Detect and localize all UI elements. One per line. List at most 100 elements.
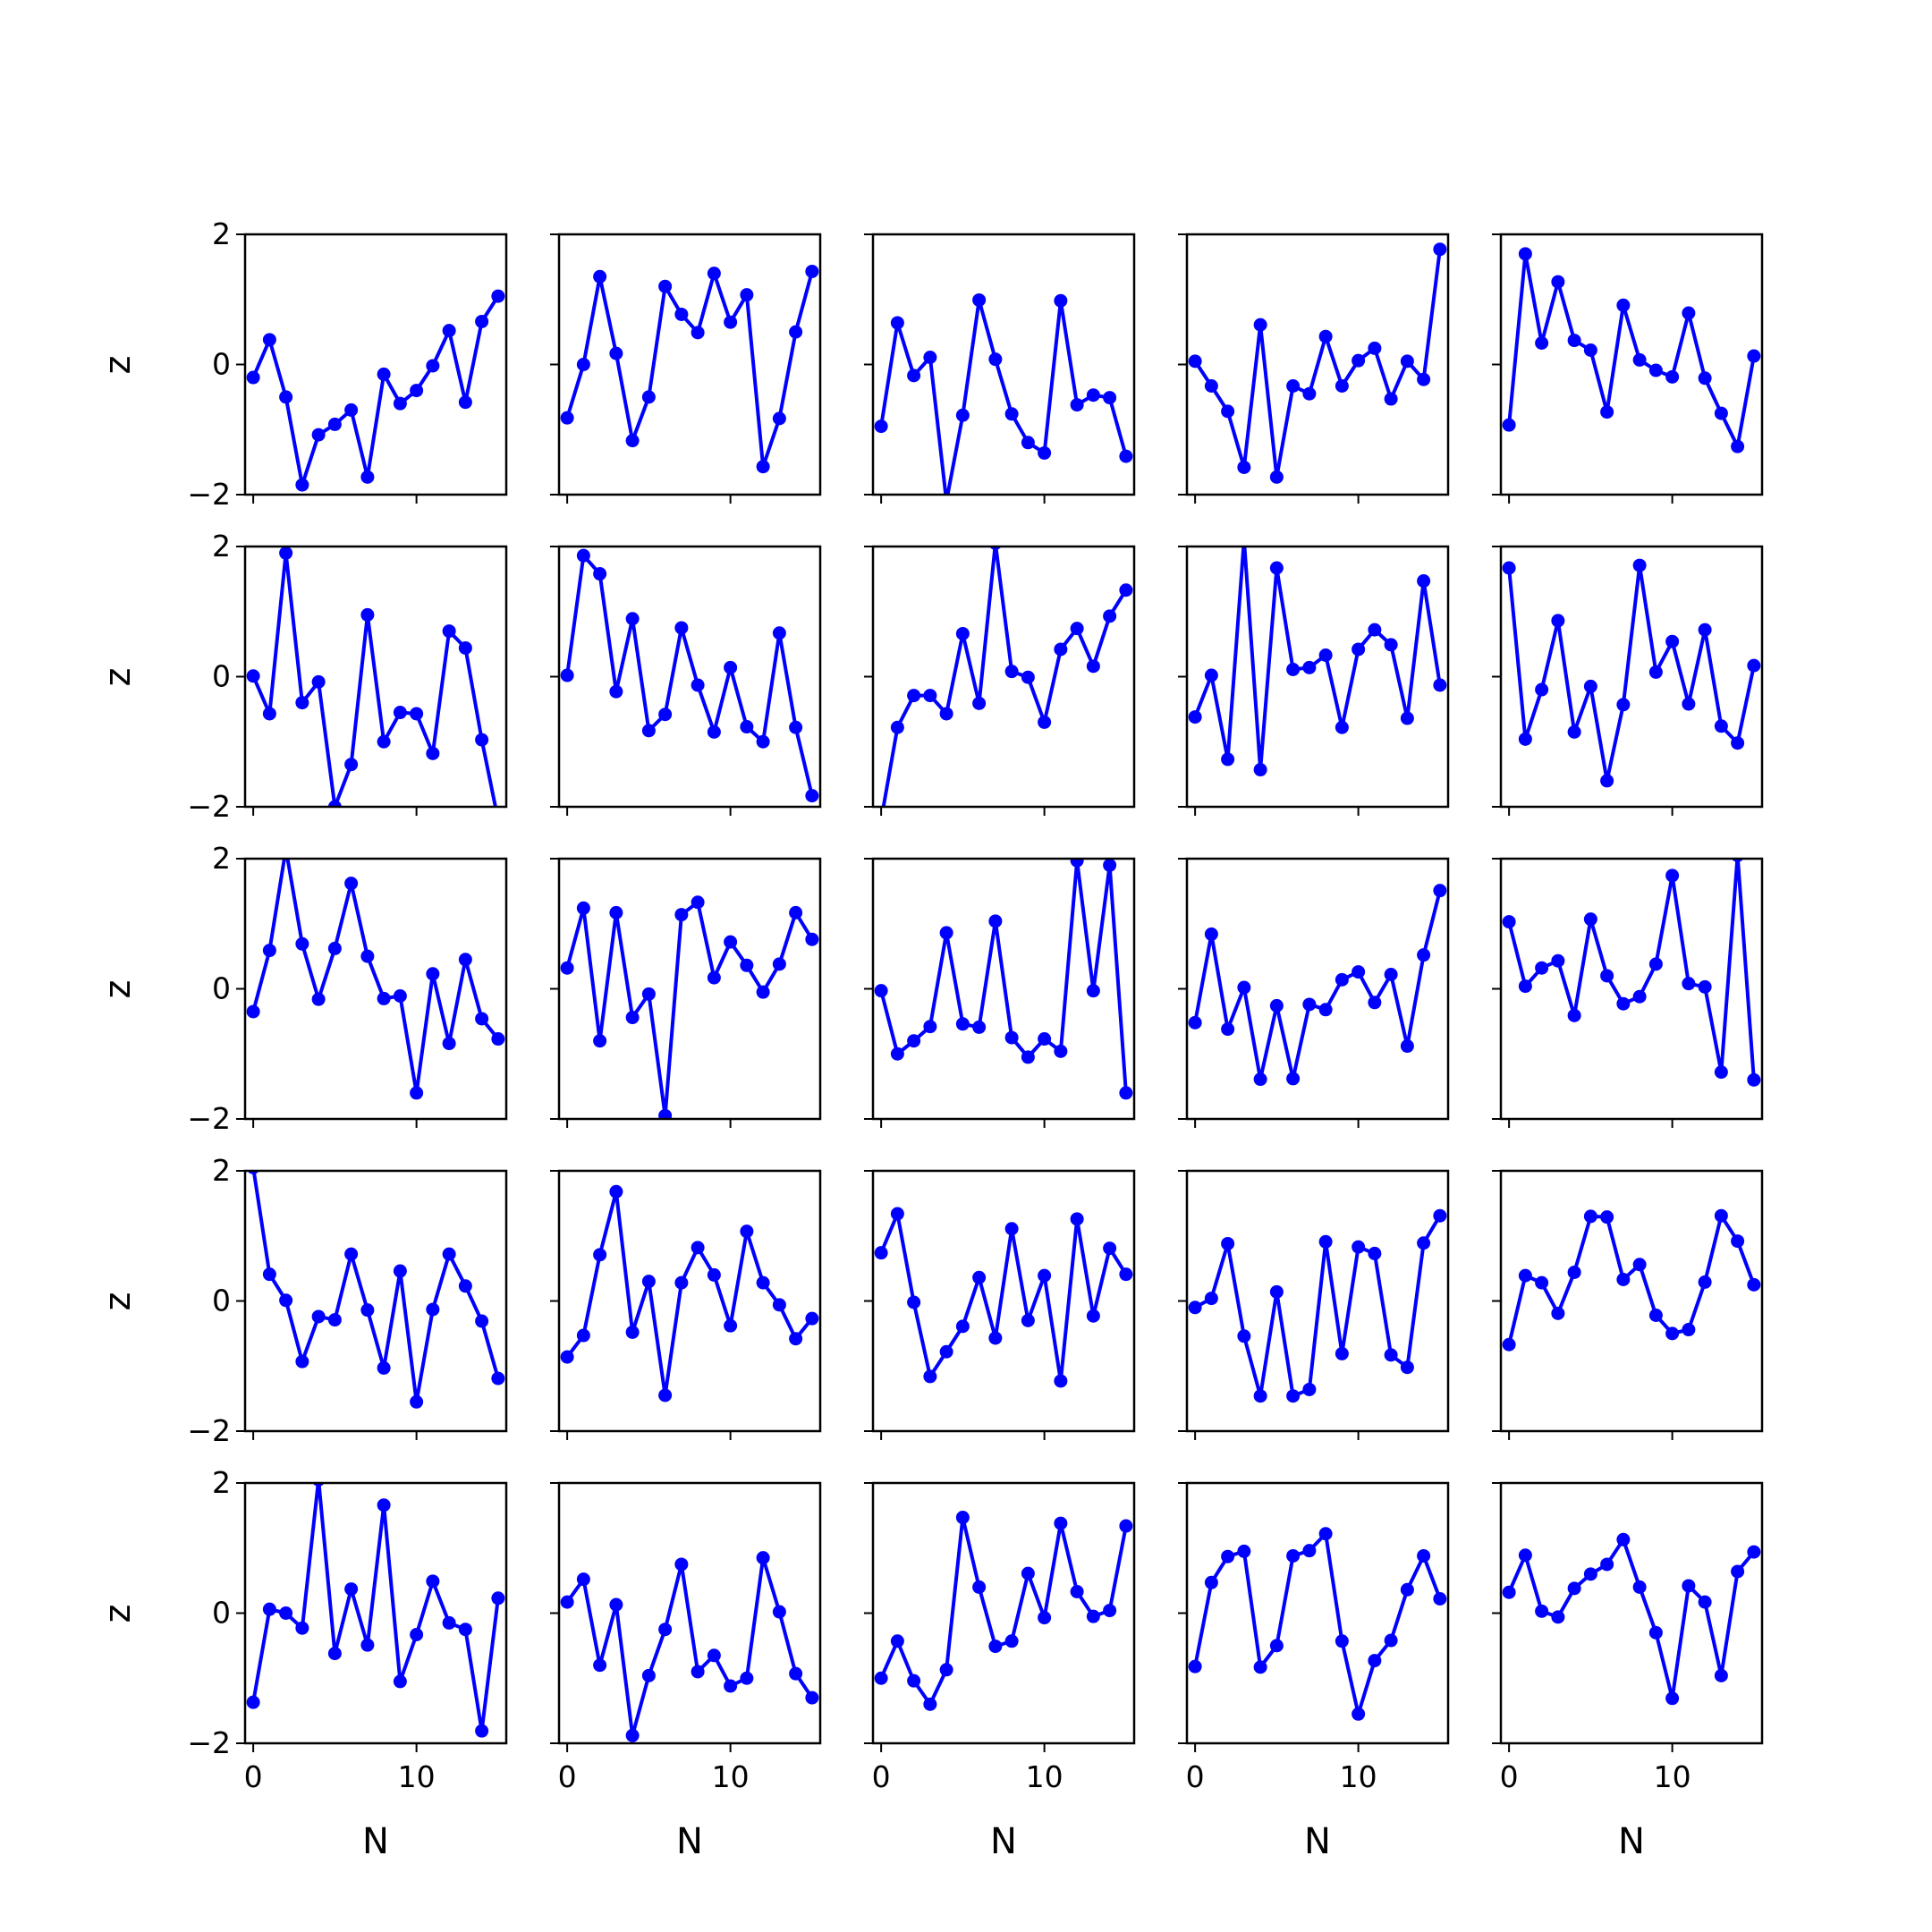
data-point (1070, 1584, 1084, 1598)
data-point (491, 1032, 505, 1046)
data-point (1518, 979, 1532, 994)
data-point (772, 626, 786, 640)
series-group (1502, 1532, 1761, 1706)
y-tick-label: 0 (212, 1596, 231, 1631)
subplot-5-5: 0 10 (1492, 1481, 1764, 1794)
data-point (691, 895, 705, 910)
data-point (1103, 859, 1117, 872)
data-point (1632, 558, 1647, 572)
data-point (327, 1647, 342, 1661)
data-point (1221, 404, 1235, 419)
data-point (1731, 736, 1745, 750)
data-point (707, 724, 721, 739)
data-point (805, 264, 819, 278)
series-line (251, 1171, 500, 1404)
data-point (907, 1674, 921, 1688)
data-point (426, 1574, 440, 1589)
y-axis-label: z (97, 1605, 139, 1623)
data-point (658, 1388, 673, 1402)
data-point (1600, 405, 1614, 419)
data-point (1086, 659, 1100, 674)
data-point (311, 1309, 326, 1324)
data-point (1318, 329, 1333, 343)
series-group (1188, 884, 1447, 1087)
data-point (1616, 698, 1631, 712)
data-point (1103, 609, 1117, 623)
data-point (1518, 1548, 1532, 1563)
series-line (251, 859, 500, 1095)
data-point (1698, 371, 1712, 386)
data-point (890, 1046, 904, 1061)
y-tick-label: −2 (187, 477, 231, 512)
data-point (1502, 561, 1516, 575)
data-point (1400, 1360, 1414, 1375)
data-point (1648, 957, 1663, 971)
data-point (576, 1328, 590, 1343)
data-point (1384, 967, 1398, 981)
data-point (1086, 388, 1100, 402)
data-point (609, 905, 623, 919)
data-point (560, 1350, 574, 1364)
data-point (1237, 460, 1251, 474)
data-point (1433, 1208, 1447, 1223)
series-line (565, 1190, 814, 1397)
data-point (674, 1275, 689, 1290)
data-point (1054, 1044, 1068, 1058)
data-point (1269, 1639, 1284, 1653)
data-point (360, 607, 375, 622)
data-point (939, 707, 953, 721)
data-point (625, 612, 640, 626)
data-point (756, 734, 770, 749)
data-point (1021, 1050, 1035, 1064)
data-point (1318, 648, 1333, 662)
data-point (1400, 711, 1414, 725)
data-point (1119, 449, 1133, 463)
data-point (1583, 1567, 1597, 1581)
data-point (972, 1580, 987, 1594)
series-line (879, 859, 1128, 1095)
data-point (1567, 724, 1581, 739)
series-group (1188, 242, 1447, 484)
data-point (344, 877, 359, 891)
data-point (1335, 720, 1349, 734)
data-point (674, 908, 689, 922)
data-point (1086, 984, 1100, 998)
data-point (1119, 1519, 1133, 1533)
data-point (1682, 977, 1696, 991)
data-point (789, 1666, 803, 1681)
series-group (246, 289, 505, 492)
data-point (311, 428, 326, 442)
x-tick-label: 0 (558, 1759, 577, 1794)
data-point (246, 669, 260, 683)
data-point (641, 1275, 656, 1289)
data-point (1302, 997, 1317, 1012)
data-point (1682, 306, 1696, 320)
data-point (1648, 1625, 1663, 1640)
data-point (1004, 665, 1019, 679)
series-group (874, 1207, 1133, 1388)
data-point (1054, 1516, 1068, 1530)
data-point (327, 1313, 342, 1327)
series-group (1502, 1208, 1761, 1352)
data-point (295, 1621, 309, 1635)
data-point (1103, 1604, 1117, 1618)
data-point (691, 1665, 705, 1679)
data-point (1551, 1306, 1565, 1320)
data-point (1070, 1212, 1084, 1226)
series-line (1507, 251, 1756, 449)
x-axis-label: N (676, 1821, 703, 1862)
data-point (641, 1668, 656, 1682)
data-point (907, 369, 921, 383)
data-point (1632, 352, 1647, 367)
data-point (724, 1679, 738, 1693)
data-point (442, 1615, 456, 1630)
subplot-1-5 (1492, 233, 1764, 504)
data-point (491, 289, 505, 303)
data-point (972, 1270, 987, 1284)
data-point (988, 1331, 1003, 1345)
data-point (1632, 1258, 1647, 1272)
data-point (1600, 1557, 1614, 1572)
data-point (1335, 972, 1349, 987)
data-point (1119, 583, 1133, 597)
series-line (251, 294, 500, 487)
